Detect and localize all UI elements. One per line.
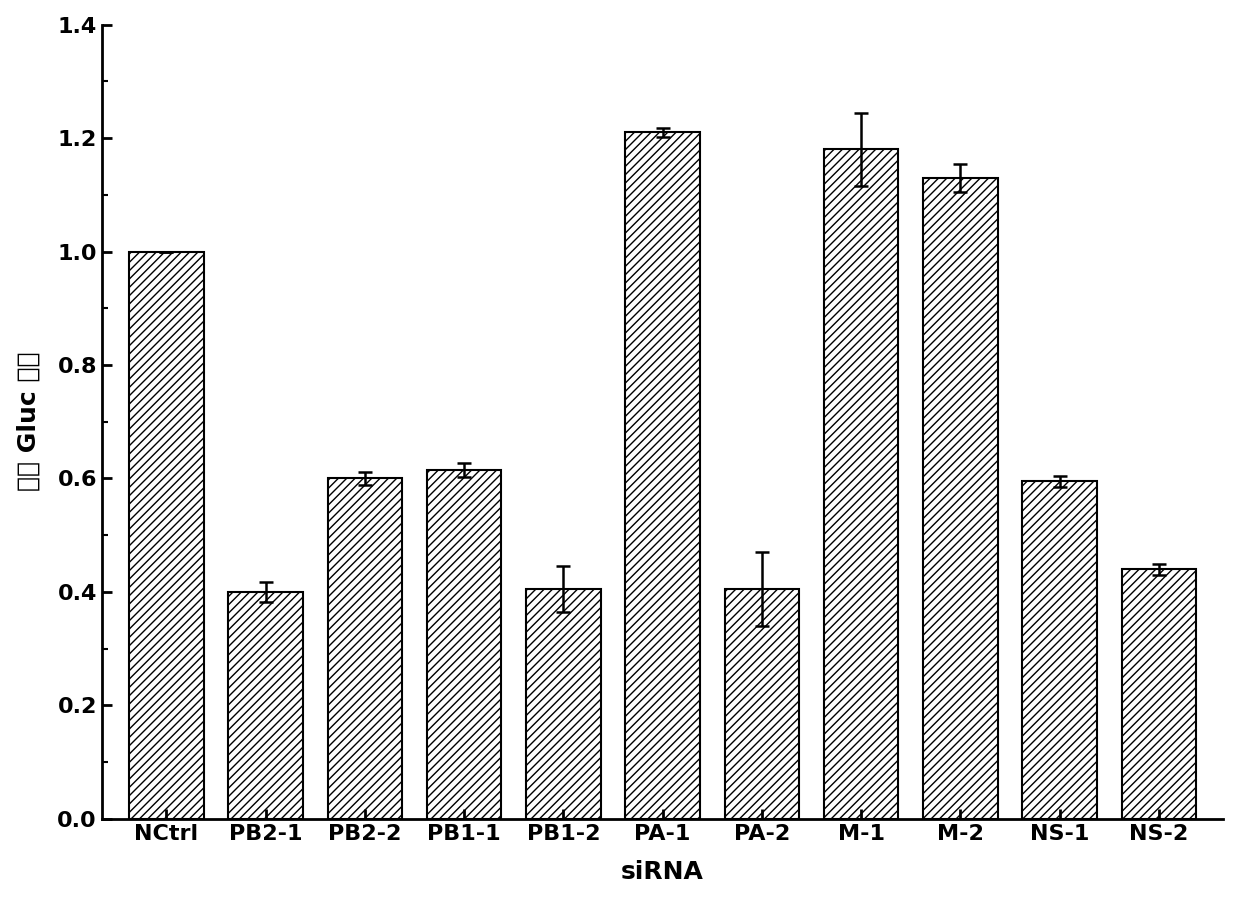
Bar [1122, 569, 1197, 819]
Bar [129, 251, 203, 819]
Bar [327, 478, 402, 819]
Bar [526, 589, 600, 819]
Bar [823, 150, 898, 819]
Bar [427, 470, 501, 819]
X-axis label: siRNA: siRNA [621, 860, 704, 885]
Bar [923, 177, 997, 819]
Bar [724, 589, 799, 819]
Bar [1022, 481, 1097, 819]
Y-axis label: 相对 Gluc 活性: 相对 Gluc 活性 [16, 352, 41, 491]
Bar [228, 592, 303, 819]
Bar [625, 132, 699, 819]
